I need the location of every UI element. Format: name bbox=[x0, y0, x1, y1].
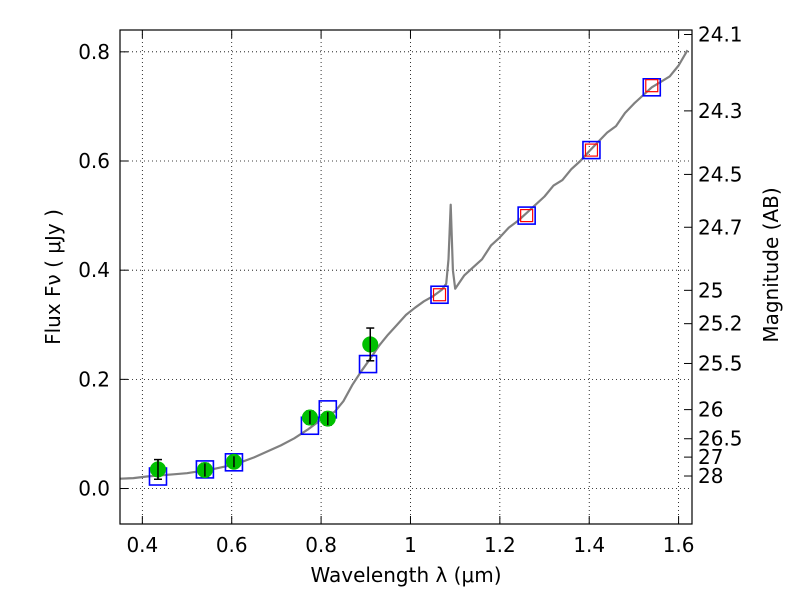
spectrum-average-square bbox=[432, 288, 447, 302]
x-tick-label: 1 bbox=[404, 533, 417, 557]
right-tick-label: 26.5 bbox=[698, 427, 743, 451]
plot-area bbox=[119, 49, 689, 486]
model-photometry-square bbox=[430, 285, 449, 305]
right-tick-label: 24.7 bbox=[698, 215, 743, 239]
right-tick-label: 25.2 bbox=[698, 312, 743, 336]
x-tick-label: 0.4 bbox=[126, 533, 158, 557]
right-tick-label: 24.1 bbox=[698, 22, 743, 46]
y-axis-label-right: Magnitude (AB) bbox=[759, 187, 783, 342]
y-tick-label: 0.2 bbox=[78, 367, 110, 391]
spectrum-average-square bbox=[520, 208, 534, 223]
y-tick-label: 0.0 bbox=[78, 477, 110, 501]
y-tick-label: 0.6 bbox=[78, 149, 110, 173]
right-tick-label: 26 bbox=[698, 398, 723, 422]
right-tick-label: 24.5 bbox=[698, 162, 743, 186]
y-tick-label: 0.8 bbox=[78, 40, 110, 64]
spectrum-average-square bbox=[584, 143, 599, 157]
x-tick-label: 0.6 bbox=[216, 533, 248, 557]
x-axis-label: Wavelength λ (μm) bbox=[310, 563, 501, 587]
plot-frame bbox=[119, 29, 693, 525]
spectrum-average-square bbox=[645, 79, 659, 93]
x-tick-label: 1.2 bbox=[484, 533, 516, 557]
model-photometry-square bbox=[517, 206, 536, 225]
right-tick-label: 25 bbox=[698, 278, 723, 302]
x-tick-label: 1.4 bbox=[573, 533, 605, 557]
model-photometry-square bbox=[358, 354, 378, 374]
axis-ticks: 0.4 0.6 0.8 1 1.2 1.4 1.6 0.0 0.2 0.4 0.6 0.8 24.1 24… bbox=[78, 22, 742, 557]
right-tick-label: 24.3 bbox=[698, 99, 743, 123]
model-photometry-square bbox=[582, 140, 601, 160]
y-axis-label: Flux Fν ( μJy ) bbox=[41, 209, 65, 345]
y-tick-label: 0.4 bbox=[78, 258, 110, 282]
x-tick-label: 0.8 bbox=[305, 533, 337, 557]
right-tick-label: 25.5 bbox=[698, 351, 743, 375]
right-tick-label: 27 bbox=[698, 445, 723, 469]
right-tick-label: 28 bbox=[698, 464, 723, 488]
x-tick-label: 1.6 bbox=[663, 533, 695, 557]
model-photometry-square bbox=[642, 78, 662, 97]
grid-lines bbox=[120, 30, 692, 524]
